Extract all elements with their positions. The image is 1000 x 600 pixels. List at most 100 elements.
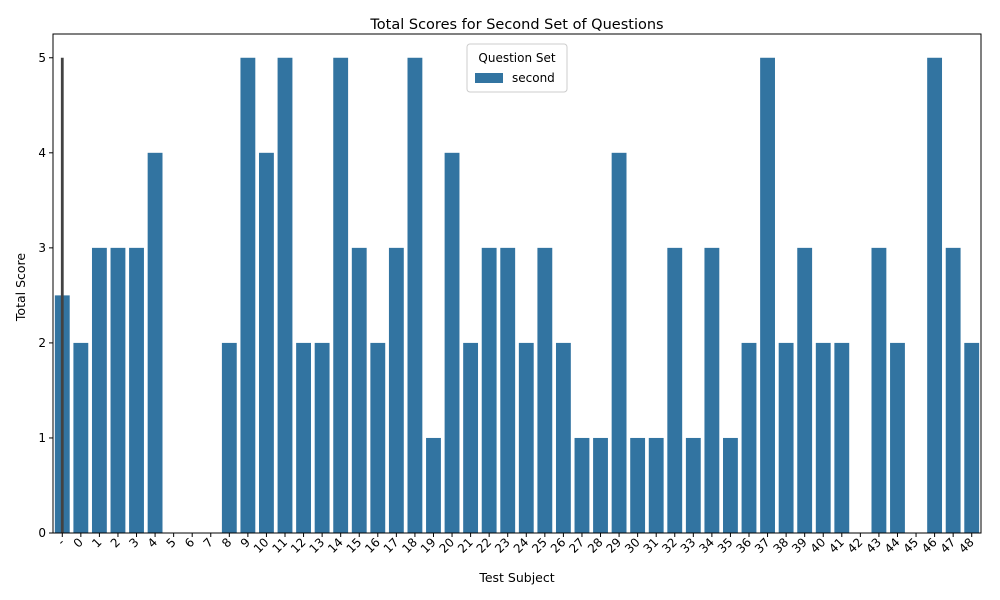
x-tick-label-2: 2: [108, 535, 123, 550]
x-tick-label-13: 13: [307, 535, 328, 556]
y-axis-label: Total Score: [13, 253, 28, 322]
bar-14: [333, 57, 349, 534]
x-tick-label-30: 30: [622, 535, 643, 556]
bar-35: [723, 437, 738, 533]
legend-title: Question Set: [478, 51, 555, 65]
x-tick-label-9: 9: [238, 535, 253, 550]
x-tick-label-27: 27: [566, 535, 587, 556]
bar-40: [815, 342, 831, 533]
legend: Question Set second: [466, 43, 568, 93]
axes-frame: [52, 33, 982, 534]
x-tick-label-10: 10: [251, 535, 272, 556]
x-tick-label-38: 38: [771, 535, 792, 556]
bar-39: [797, 247, 813, 533]
x-tick-label-29: 29: [603, 535, 624, 556]
x-tick-label-25: 25: [529, 535, 550, 556]
y-tick-label-5: 5: [38, 51, 46, 65]
x-tick-label-44: 44: [882, 535, 903, 556]
x-axis-label: Test Subject: [478, 570, 554, 585]
x-tick-label-19: 19: [418, 535, 439, 556]
x-tick-label-42: 42: [845, 535, 866, 556]
x-tick-label-21: 21: [455, 535, 476, 556]
x-tick-label-43: 43: [863, 535, 884, 556]
x-tick-label-8: 8: [219, 535, 234, 550]
bar-13: [314, 342, 330, 533]
x-tick-label-39: 39: [789, 535, 810, 556]
bar-23: [500, 247, 516, 533]
x-tick-label-17: 17: [381, 535, 402, 556]
x-tick-label-37: 37: [752, 535, 773, 556]
x-tick-label-32: 32: [659, 535, 680, 556]
bar-22: [481, 247, 497, 533]
x-tick-label-28: 28: [585, 535, 606, 556]
bar-4: [147, 152, 163, 534]
bar-15: [351, 247, 367, 533]
bar-33: [685, 437, 701, 533]
bar-28: [593, 437, 608, 533]
bar-24: [518, 342, 534, 533]
x-tick-label-46: 46: [919, 535, 940, 556]
bar-36: [741, 342, 757, 533]
x-tick-label-12: 12: [288, 535, 309, 556]
x-tick-label-47: 47: [938, 535, 959, 556]
x-tick-label-1: 1: [89, 535, 104, 550]
bar-18: [407, 57, 423, 534]
bar-20: [444, 152, 460, 534]
x-tick-label-33: 33: [678, 535, 699, 556]
x-tick-label-14: 14: [325, 535, 346, 556]
y-tick-label-0: 0: [38, 526, 46, 540]
bar-11: [277, 57, 293, 534]
y-tick-label-1: 1: [38, 431, 46, 445]
bar-43: [871, 247, 887, 533]
x-tick-label-16: 16: [362, 535, 383, 556]
y-tick-label-3: 3: [38, 241, 46, 255]
bar-34: [704, 247, 720, 533]
x-tick-label-7: 7: [201, 535, 216, 550]
x-tick-label--: -: [54, 535, 67, 548]
bar-12: [296, 342, 311, 533]
x-tick-label-6: 6: [182, 535, 197, 550]
bar-21: [463, 342, 479, 533]
bar-17: [388, 247, 404, 533]
bar-8: [221, 342, 237, 533]
bar-3: [129, 247, 144, 533]
x-tick-label-48: 48: [956, 535, 977, 556]
bar-48: [964, 342, 980, 533]
bar-19: [426, 437, 441, 533]
y-tick-label-4: 4: [38, 146, 46, 160]
x-tick-label-24: 24: [511, 535, 532, 556]
bar-31: [648, 437, 664, 533]
bar-26: [555, 342, 571, 533]
bar-1: [91, 247, 107, 533]
bar-9: [240, 57, 256, 534]
bar-46: [927, 57, 943, 534]
chart-title: Total Scores for Second Set of Questions: [369, 17, 663, 33]
bar-0: [73, 342, 89, 533]
bar-32: [667, 247, 683, 533]
bar-38: [778, 342, 794, 533]
bar-2: [110, 247, 126, 533]
bar-16: [370, 342, 386, 533]
x-tick-label-36: 36: [733, 535, 754, 556]
x-tick-label-45: 45: [900, 535, 921, 556]
bar-30: [630, 437, 646, 533]
x-tick-label-34: 34: [696, 535, 717, 556]
x-tick-label-0: 0: [71, 535, 86, 550]
bar-37: [760, 57, 775, 534]
x-tick-label-31: 31: [641, 535, 662, 556]
x-tick-label-18: 18: [399, 535, 420, 556]
bar-47: [945, 247, 961, 533]
bar-25: [537, 247, 553, 533]
x-tick-label-3: 3: [126, 535, 141, 550]
x-tick-label-22: 22: [474, 535, 495, 556]
y-tick-label-2: 2: [38, 336, 46, 350]
legend-entry-second: second: [512, 71, 555, 85]
x-tick-label-35: 35: [715, 535, 736, 556]
x-tick-label-40: 40: [808, 535, 829, 556]
x-tick-label-11: 11: [269, 535, 290, 556]
bar-10: [259, 152, 274, 534]
x-tick-label-5: 5: [163, 535, 178, 550]
bar-44: [890, 342, 905, 533]
x-tick-label-15: 15: [344, 535, 365, 556]
